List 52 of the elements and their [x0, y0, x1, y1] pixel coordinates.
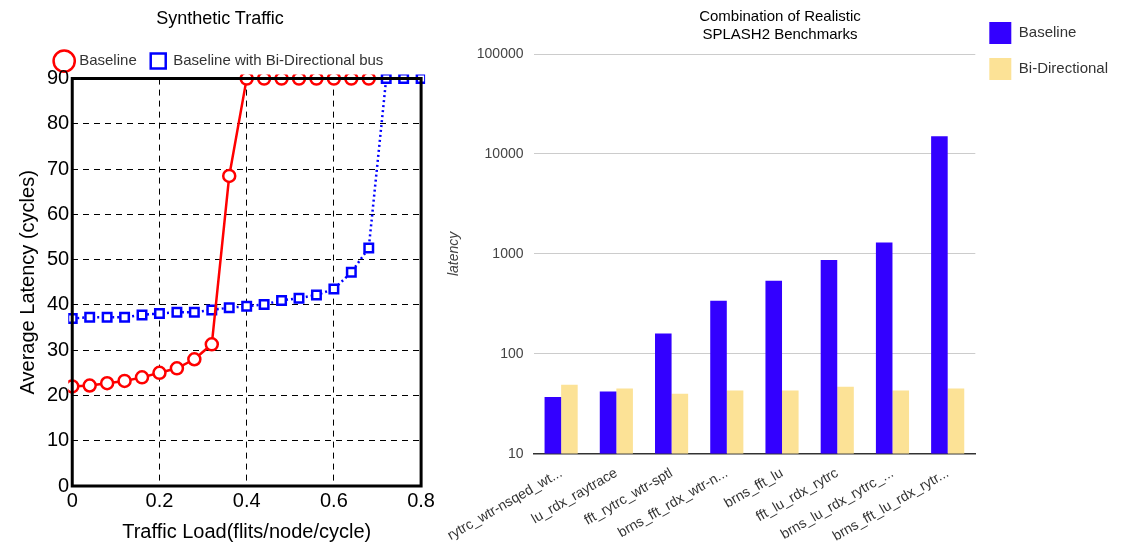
y-tick-label: 60: [47, 201, 70, 224]
legend-label: Baseline with Bi-Directional bus: [173, 51, 384, 69]
point: [187, 352, 202, 367]
y-tick-label: 90: [47, 66, 70, 89]
point: [363, 242, 375, 254]
y-tick-label: 10: [507, 444, 524, 461]
point: [169, 361, 185, 376]
legend-label: Bi-Directional: [1018, 59, 1109, 77]
y-tick-label: 40: [47, 292, 70, 315]
y-tick-label: 70: [47, 156, 70, 179]
y-tick-label: 20: [47, 382, 70, 405]
x-axis-title: Traffic Load(flits/node/cycle): [122, 519, 372, 542]
y-tick-label: 50: [47, 247, 70, 270]
y-tick-label: 30: [47, 337, 70, 360]
point: [152, 365, 167, 381]
point: [204, 337, 220, 352]
y-axis-title: latency: [445, 230, 462, 277]
y-tick-label: 10: [47, 428, 70, 451]
point: [223, 302, 235, 314]
point: [84, 311, 96, 323]
legend-label: Baseline: [1018, 23, 1077, 41]
point: [241, 300, 253, 312]
point: [188, 306, 200, 318]
point: [153, 308, 165, 320]
point: [82, 378, 97, 393]
x-tick-label: 0.8: [407, 488, 435, 511]
point: [134, 370, 150, 385]
point: [136, 309, 148, 321]
x-tick-label: 0.2: [145, 488, 174, 511]
y-tick-label: 10000: [484, 144, 524, 161]
point: [221, 168, 237, 184]
chart-title: Synthetic Traffic: [156, 7, 284, 28]
point: [328, 283, 340, 295]
point: [345, 266, 357, 278]
y-tick-label: 100000: [476, 44, 524, 61]
y-tick-label: 80: [47, 111, 70, 134]
point: [99, 376, 115, 391]
legend-label: Baseline: [79, 51, 137, 69]
y-tick-label: 1000: [492, 244, 524, 261]
point: [258, 298, 270, 310]
y-axis-title: Average Latency (cycles): [15, 170, 38, 395]
point: [119, 311, 131, 323]
x-tick-label: 0.4: [232, 488, 261, 511]
point: [276, 294, 288, 306]
point: [117, 373, 132, 389]
chart-title: Combination of Realistic SPLASH2 Benchmarks: [699, 7, 862, 43]
point: [310, 289, 322, 301]
point: [171, 306, 183, 318]
x-tick-label: 0.6: [319, 488, 348, 511]
point: [101, 311, 113, 323]
point: [293, 292, 305, 304]
y-tick-label: 100: [500, 344, 524, 361]
